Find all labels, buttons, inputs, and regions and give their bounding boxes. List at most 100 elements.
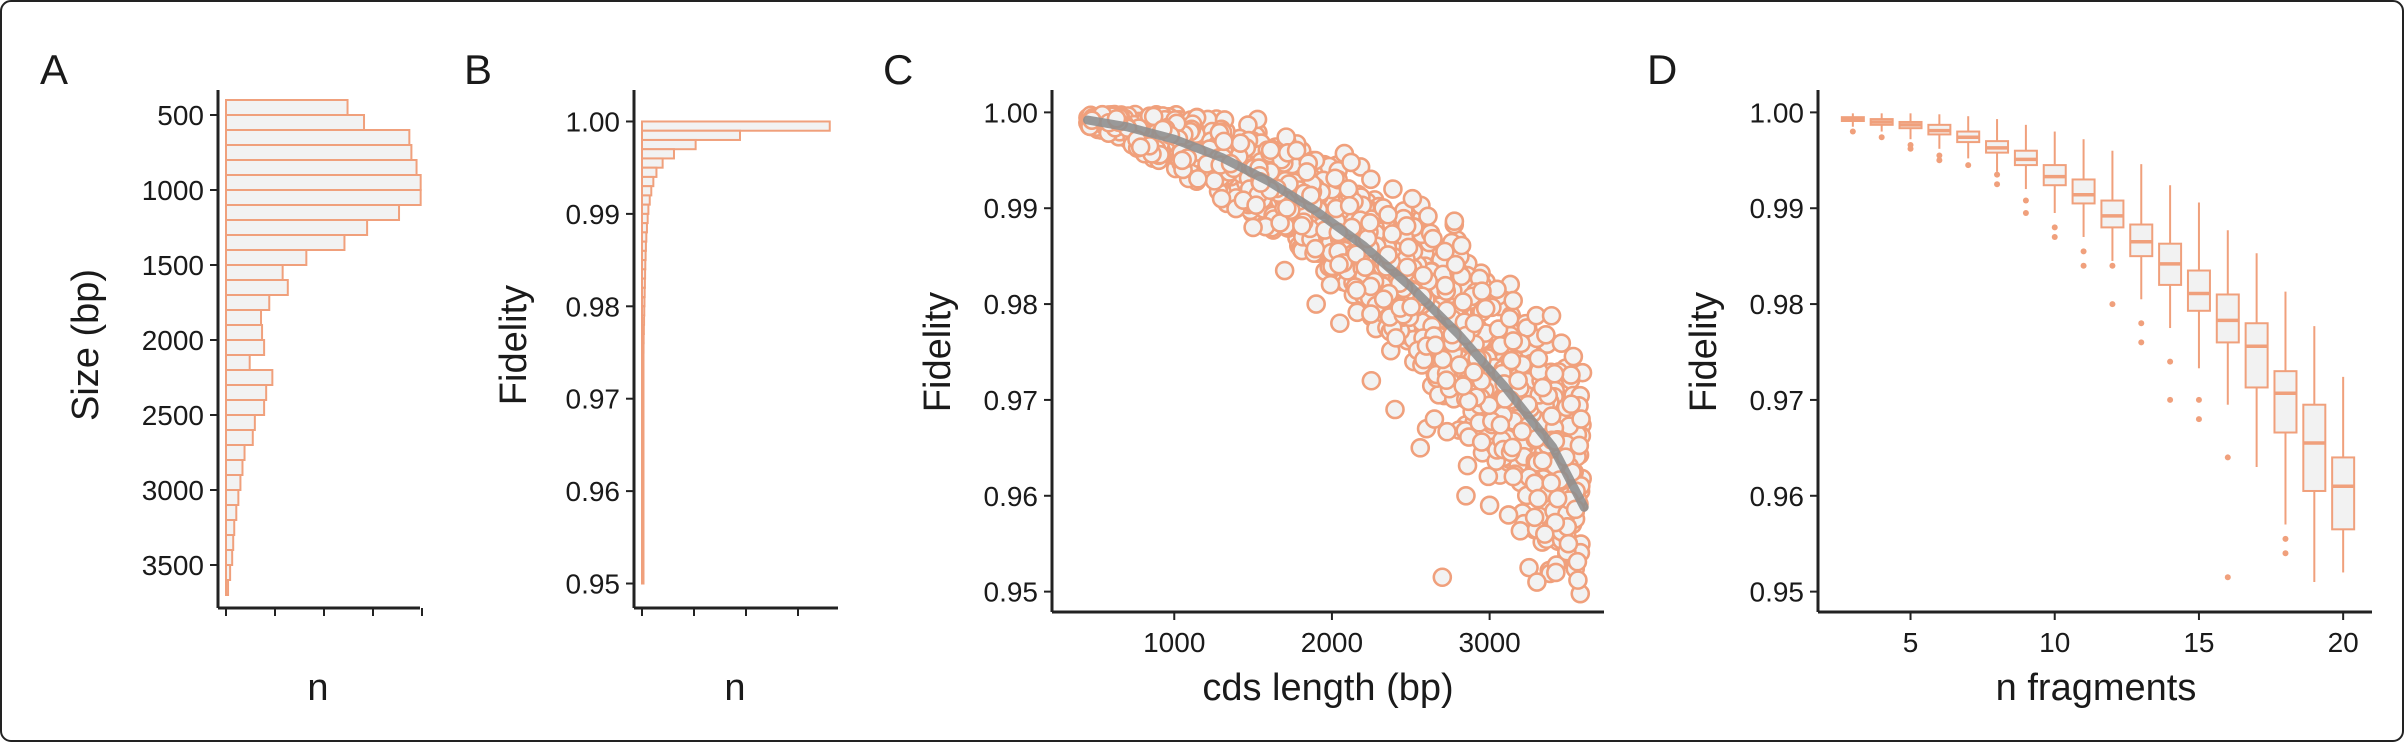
scatter-point [1444,211,1465,232]
scatter-point [1479,495,1500,516]
histogram-bar [641,148,675,160]
scatter-point [1360,213,1380,233]
scatter-point [1519,557,1539,578]
scatter-point [1532,377,1553,398]
y-tick-label: 0.96 [566,476,621,507]
y-tick-label: 0.95 [984,577,1039,608]
histogram-bar [225,489,240,506]
y-tick-label: 0.97 [1750,385,1805,416]
scatter-point [1501,350,1522,371]
histogram-bar [641,462,645,474]
outlier-point [2022,210,2029,217]
outlier-point [2167,396,2174,403]
scatter-point [1204,171,1225,191]
histogram-bar [641,453,645,465]
scatter-point [1214,131,1234,152]
scatter-point [1211,188,1232,209]
boxplot-box [2215,230,2240,405]
y-tick-label: 0.98 [984,289,1039,320]
scatter-point [1453,292,1473,312]
scatter-point [1188,169,1208,189]
scatter-point [1456,485,1476,506]
outlier-point [1936,152,1943,159]
scatter-point [1528,488,1548,509]
y-tick-label: 0.95 [1750,577,1805,608]
histogram-bar [225,459,244,476]
histogram-bar [641,323,645,336]
histogram-bar [641,369,645,382]
scatter-point [1472,281,1492,301]
histogram-bar [225,414,256,431]
y-tick-label: 0.98 [566,291,621,322]
histogram-bar [641,138,697,151]
outlier-point [2051,233,2058,240]
boxplot-box [1956,116,1981,159]
scatter-point [1546,562,1566,583]
scatter-point [1361,304,1381,324]
panel-c: C 0.95 0.96 0.97 0.98 0.99 1.00 1000 2000 3000 Fid… [883,46,1604,709]
scatter-point [1563,346,1584,367]
scatter-point [1130,137,1151,157]
histogram-bar [225,159,418,176]
boxplot-box [2042,131,2067,214]
histogram-bar [641,157,664,169]
scatter-point [1568,570,1588,590]
panel-b: B 0.95 0.96 0.97 0.98 0.99 1.00 Fidelity n [464,46,838,709]
histogram-bar [225,474,242,491]
histogram-bar [225,174,422,191]
box-iqr [2186,269,2211,312]
scatter-points [1078,104,1593,604]
x-tick-label: 10 [2039,627,2070,658]
histogram-bar [641,573,645,585]
boxplot-box [1898,113,1923,140]
outlier-point [2224,454,2231,461]
y-tick-label: 0.97 [984,385,1039,416]
boxplot-box [2186,202,2211,369]
scatter-point [1475,298,1496,319]
scatter-point [1457,455,1478,476]
histogram-bar [641,434,645,446]
scatter-point [1378,205,1398,225]
box-iqr [2215,293,2240,344]
histogram-bar [225,549,234,566]
histogram-bar [641,166,658,178]
scatter-point [1451,235,1472,256]
scatter-point [1437,421,1457,442]
scatter-point [1305,238,1326,259]
histogram-bar [641,564,645,576]
histogram-bar [225,294,271,311]
boxplot-box [1927,114,1952,149]
histogram-bar [225,309,263,326]
outlier-point [2080,262,2087,269]
histogram-bar [641,333,645,345]
histogram-bar [641,259,647,271]
histogram-bar [641,203,650,215]
y-tick-label: 0.96 [1750,481,1805,512]
histogram-bar [225,114,366,131]
scatter-point [1453,376,1473,396]
boxplot-box [2100,150,2125,261]
y-axis-title: Size (bp) [65,269,107,421]
outlier-point [2138,339,2145,346]
box-iqr [2273,370,2298,434]
histogram-bar [641,249,647,262]
scatter-point [1432,567,1453,588]
scatter-point [1292,215,1312,236]
outlier-point [2282,535,2289,542]
scatter-point [1423,228,1443,249]
scatter-point [1274,260,1295,281]
histogram-bar [641,286,646,299]
outlier-point [2282,550,2289,557]
scatter-point [1569,435,1590,456]
scatter-point [1143,106,1164,127]
x-tick-label: 2000 [1301,627,1363,658]
histogram-bar [225,219,369,236]
outlier-point [2195,416,2202,423]
scatter-point [1503,331,1524,351]
box-iqr [2071,178,2096,205]
x-tick-label: 3000 [1458,627,1520,658]
scatter-point [1528,348,1549,369]
outlier-point [2080,248,2087,255]
y-tick-label: 0.99 [984,193,1039,224]
scatter-point [1385,399,1405,420]
